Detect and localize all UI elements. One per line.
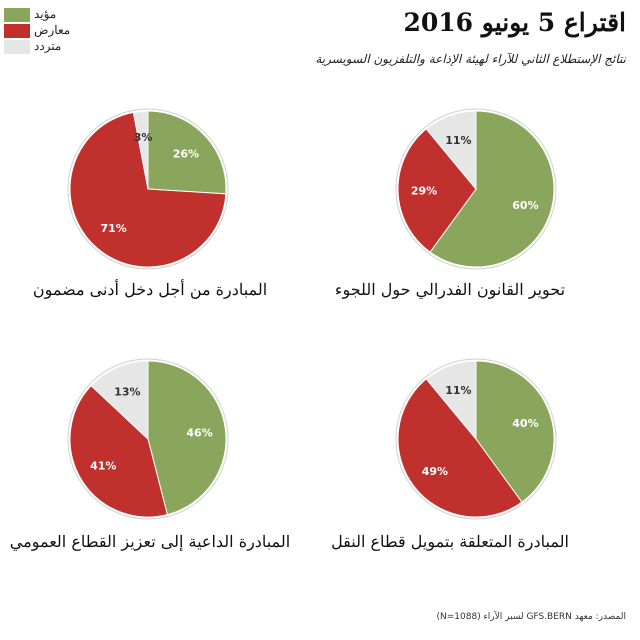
pie-label-undecided: 3%: [134, 131, 153, 144]
pie-chart-asylum: 60% 29% 11%: [395, 108, 557, 270]
legend-item-oppose: معارض: [4, 23, 104, 40]
pie-label-oppose: 29%: [411, 185, 437, 198]
pie-slice-support: [475, 360, 555, 503]
page-subtitle: نتائج الإستطلاع الثاني للآراء لهيئة الإذ…: [315, 52, 626, 66]
pie-label-support: 26%: [173, 147, 199, 160]
pie-label-oppose: 71%: [100, 222, 126, 235]
legend-swatch-oppose: [4, 24, 30, 38]
pie-slice-support: [429, 110, 555, 268]
pie-slice-oppose: [69, 384, 169, 518]
chart-title-basic-income: المبادرة من أجل دخل أدنى مضمون: [32, 280, 268, 299]
pie-chart-transport: 40% 49% 11%: [395, 358, 557, 520]
legend-item-undecided: متردد: [4, 39, 104, 56]
legend-label-support: مؤيد: [34, 7, 57, 21]
pie-slice-oppose: [397, 378, 523, 518]
chart-title-transport: المبادرة المتعلقة بتمويل قطاع النقل: [331, 532, 569, 551]
pie-label-undecided: 11%: [445, 134, 471, 147]
pie-label-support: 60%: [512, 199, 538, 212]
pie-slice-oppose: [69, 111, 227, 268]
pie-slice-oppose: [397, 128, 477, 253]
pie-slice-support: [147, 110, 227, 195]
legend-label-oppose: معارض: [34, 23, 71, 37]
legend-swatch-undecided: [4, 40, 30, 54]
chart-title-public-service: المبادرة الداعية إلى تعزيز القطاع العموم…: [9, 532, 291, 551]
pie-slice-undecided: [90, 360, 149, 441]
pie-label-support: 40%: [512, 417, 538, 430]
pie-label-oppose: 49%: [422, 465, 448, 478]
chart-title-asylum: تحوير القانون الفدرالي حول اللجوء: [334, 280, 566, 299]
page-title: اقتراع 5 يونيو 2016: [403, 8, 626, 37]
pie-slice-undecided: [425, 360, 477, 441]
legend-swatch-support: [4, 8, 30, 22]
pie-label-support: 46%: [186, 426, 212, 439]
legend-item-support: مؤيد: [4, 7, 104, 24]
pie-slice-undecided: [425, 110, 477, 191]
pie-label-oppose: 41%: [90, 459, 116, 472]
pie-chart-public-service: 46% 41% 13%: [67, 358, 229, 520]
pie-label-undecided: 13%: [114, 385, 140, 398]
pie-chart-basic-income: 26% 71% 3%: [67, 108, 229, 270]
pie-slice-support: [147, 360, 227, 516]
legend-label-undecided: متردد: [34, 39, 62, 53]
source-note: المصدر: معهد GFS.BERN لسبر الآراء (N=108…: [436, 612, 626, 622]
pie-slice-undecided: [132, 110, 149, 190]
pie-label-undecided: 11%: [445, 384, 471, 397]
